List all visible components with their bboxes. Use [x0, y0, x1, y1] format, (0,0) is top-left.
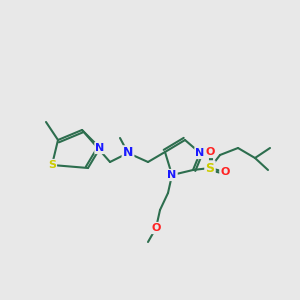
Text: N: N	[167, 170, 177, 180]
Text: N: N	[195, 148, 205, 158]
Text: O: O	[151, 223, 161, 233]
Text: S: S	[48, 160, 56, 170]
Text: S: S	[206, 161, 214, 175]
Text: O: O	[220, 167, 230, 177]
Text: N: N	[95, 143, 105, 153]
Text: O: O	[205, 147, 215, 157]
Text: N: N	[123, 146, 133, 160]
